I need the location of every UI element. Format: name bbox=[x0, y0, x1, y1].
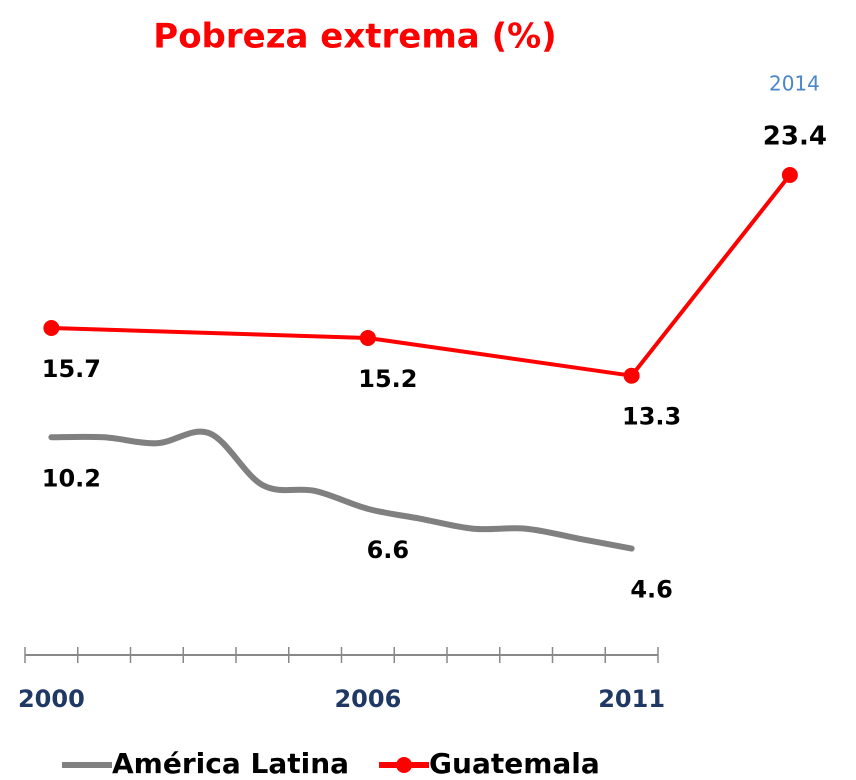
data-label: 15.7 bbox=[42, 355, 101, 383]
x-tick-label: 2011 bbox=[598, 685, 665, 713]
data-label: 15.2 bbox=[358, 365, 417, 393]
series-line bbox=[48, 428, 635, 552]
data-label: 13.3 bbox=[622, 403, 681, 431]
series-line bbox=[49, 173, 792, 378]
legend-label: Guatemala bbox=[429, 747, 600, 780]
point bbox=[781, 167, 798, 183]
point bbox=[359, 329, 376, 346]
chart-title: Pobreza extrema (%) bbox=[153, 17, 556, 57]
x-tick-label: 2000 bbox=[18, 685, 85, 713]
point bbox=[623, 367, 640, 384]
data-label: 10.2 bbox=[42, 464, 101, 492]
data-label: 6.6 bbox=[367, 536, 410, 564]
data-label: 23.4 bbox=[763, 122, 827, 152]
x-tick-label: 2006 bbox=[334, 685, 401, 713]
legend-marker bbox=[396, 757, 413, 773]
point-year: 2014 bbox=[769, 72, 820, 96]
data-label: 4.6 bbox=[630, 576, 673, 604]
point bbox=[43, 320, 60, 337]
legend-label: América Latina bbox=[112, 747, 349, 780]
